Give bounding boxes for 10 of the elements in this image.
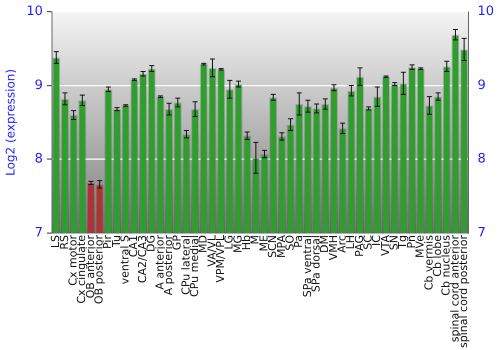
- y-tick-label: 7: [34, 225, 43, 240]
- y-tick-label: 10: [26, 4, 43, 20]
- y2-tick-label: 9: [477, 78, 486, 93]
- x-tick-label: OB posterior: [92, 234, 106, 304]
- y-tick-label: 8: [34, 152, 43, 167]
- y-axis-title: Log2 (expression): [3, 68, 18, 176]
- y-tick-label: 9: [34, 78, 43, 93]
- y2-tick-label: 7: [477, 225, 486, 240]
- y2-tick-label: 8: [477, 152, 486, 167]
- y2-tick-label: 10: [477, 4, 494, 20]
